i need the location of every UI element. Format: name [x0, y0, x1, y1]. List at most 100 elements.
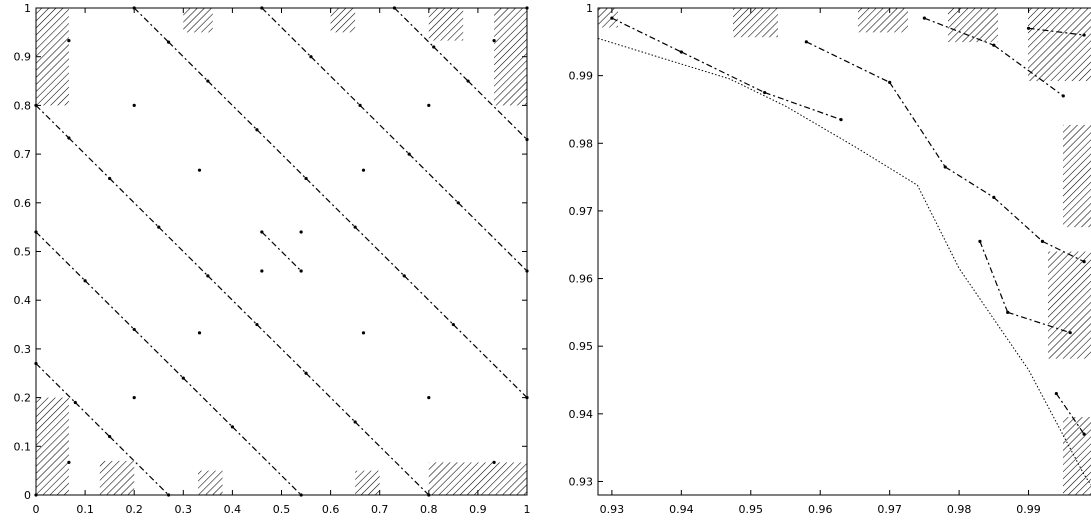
left-chart-ytick-label: 0.3: [14, 343, 32, 356]
left-chart-strand: [256, 324, 307, 374]
left-chart-strand: [231, 426, 302, 496]
left-chart-hatched-region: [428, 462, 495, 495]
right-chart-hatched-region: [858, 8, 908, 33]
left-chart-data-point: [299, 230, 303, 234]
left-chart-hatched-region: [494, 8, 527, 43]
left-chart-hatched-region: [198, 470, 223, 495]
right-chart-xtick-label: 0.95: [739, 503, 764, 516]
right-chart-dotted-series: [597, 37, 1091, 486]
right-chart-x-axis: 0.93 0.94 0.95 0.96 0.97 0.98 0.99: [600, 8, 1041, 516]
left-chart-strand: [394, 7, 435, 48]
left-chart-data-point: [361, 168, 366, 172]
right-chart-y-axis: 0.93 0.94 0.95 0.96 0.97 0.98 0.99 1: [569, 2, 603, 488]
left-chart-hatched-region: [428, 8, 464, 41]
right-chart-strand: [1007, 311, 1071, 334]
left-chart-data-point: [492, 460, 496, 464]
right-chart-ytick-label: 1: [586, 2, 593, 15]
right-chart-data-point: [1082, 432, 1086, 436]
right-chart-hatched-region: [1028, 8, 1091, 82]
left-chart-hatched-region: [36, 42, 69, 106]
left-chart-xtick-label: 0.7: [371, 503, 389, 516]
left-chart-data-point: [67, 460, 71, 464]
left-chart-xtick-label: 1: [524, 503, 531, 516]
left-chart-ytick-label: 0.7: [14, 148, 32, 161]
left-chart: 0 0.1 0.2 0.3 0.4 0.5 0.6 0.7 0.8 0.9 1 0 0.1 0.2 0.3…: [14, 2, 531, 516]
left-chart-xtick-label: 0: [33, 503, 40, 516]
left-chart-hatched-region: [183, 8, 213, 33]
left-chart-strand: [74, 402, 111, 437]
left-chart-frame: [35, 7, 528, 496]
left-chart-ytick-label: 0: [24, 489, 31, 502]
right-chart-data-point: [1082, 33, 1086, 37]
left-chart-data-point: [427, 103, 431, 107]
left-chart-strand: [133, 7, 169, 43]
left-chart-hatched-region: [330, 8, 356, 33]
left-chart-ytick-label: 0.6: [14, 197, 32, 210]
right-chart-strand: [889, 82, 946, 168]
left-chart-data-point: [427, 396, 431, 400]
right-chart-hatched-region: [733, 8, 778, 38]
right-chart-ytick-label: 0.94: [569, 408, 594, 421]
right-chart-fractal-regions: [598, 8, 1091, 495]
left-chart-fractal-regions: [36, 8, 527, 495]
left-chart-xtick-label: 0.1: [76, 503, 94, 516]
left-chart-strand: [168, 41, 209, 82]
right-chart-ytick-label: 0.95: [569, 340, 594, 353]
left-chart-strand: [68, 137, 111, 179]
left-chart-strand: [433, 46, 469, 82]
left-chart-strand: [354, 226, 405, 277]
left-chart-strand: [35, 363, 76, 403]
left-chart-strand: [256, 129, 307, 179]
left-chart-strand: [452, 324, 528, 399]
left-chart-data-point: [197, 168, 202, 172]
left-chart-strand: [261, 7, 312, 58]
left-chart-xtick-label: 0.5: [273, 503, 291, 516]
left-chart-strand: [158, 226, 209, 277]
left-chart-strand: [359, 104, 410, 155]
right-chart-strand: [1042, 240, 1085, 263]
right-chart-xtick-label: 0.99: [1016, 503, 1041, 516]
left-chart-data-point: [260, 269, 264, 273]
left-chart-strand: [354, 421, 430, 496]
right-chart-strand: [764, 91, 842, 121]
left-chart-y-axis: 0 0.1 0.2 0.3 0.4 0.5 0.6 0.7 0.8 0.9 1: [14, 2, 527, 502]
left-chart-xtick-label: 0.2: [125, 503, 143, 516]
left-chart-data-point: [132, 396, 136, 400]
right-chart-hatched-region: [1048, 251, 1091, 359]
left-chart-xtick-label: 0.8: [420, 503, 438, 516]
left-chart-strand: [207, 80, 258, 131]
left-chart-xtick-label: 0.9: [469, 503, 487, 516]
left-chart-ytick-label: 1: [24, 2, 31, 15]
right-chart-hatched-region: [598, 8, 618, 28]
right-chart-frame: [597, 7, 1091, 496]
left-chart-hatched-region: [36, 462, 69, 495]
right-chart-hatched-region: [1063, 124, 1091, 228]
left-chart-hatched-region: [494, 42, 527, 106]
right-chart-strand: [1055, 393, 1085, 435]
left-chart-hatched-region: [36, 397, 69, 463]
left-chart-data-point: [361, 331, 366, 335]
right-chart-strand: [611, 17, 682, 53]
left-chart-hatched-region: [355, 470, 380, 495]
left-chart-xtick-label: 0.6: [322, 503, 340, 516]
left-chart-ytick-label: 0.9: [14, 51, 32, 64]
left-chart-ytick-label: 0.1: [14, 440, 32, 453]
left-chart-strand: [182, 377, 233, 428]
right-chart-data-layer: [597, 16, 1091, 486]
left-chart-data-point: [132, 103, 136, 107]
right-chart-ytick-label: 0.96: [569, 273, 594, 286]
left-chart-data-point: [299, 269, 303, 273]
right-chart-hatched-region: [1063, 417, 1091, 495]
left-chart-strand: [403, 275, 454, 325]
right-chart: 0.930.940.950.960.970.980.99 1 0.93 0.94 0.…: [569, 2, 1091, 516]
left-chart-strand: [408, 153, 459, 204]
right-chart-xtick-label: 0.97: [877, 503, 902, 516]
right-chart-strand: [993, 196, 1043, 242]
right-chart-ytick-label: 0.93: [569, 475, 594, 488]
left-chart-data-point: [197, 331, 202, 335]
right-chart-strand: [806, 41, 890, 83]
left-chart-data-point: [492, 39, 496, 43]
left-chart-ytick-label: 0.8: [14, 99, 32, 112]
left-chart-strand: [133, 328, 184, 379]
